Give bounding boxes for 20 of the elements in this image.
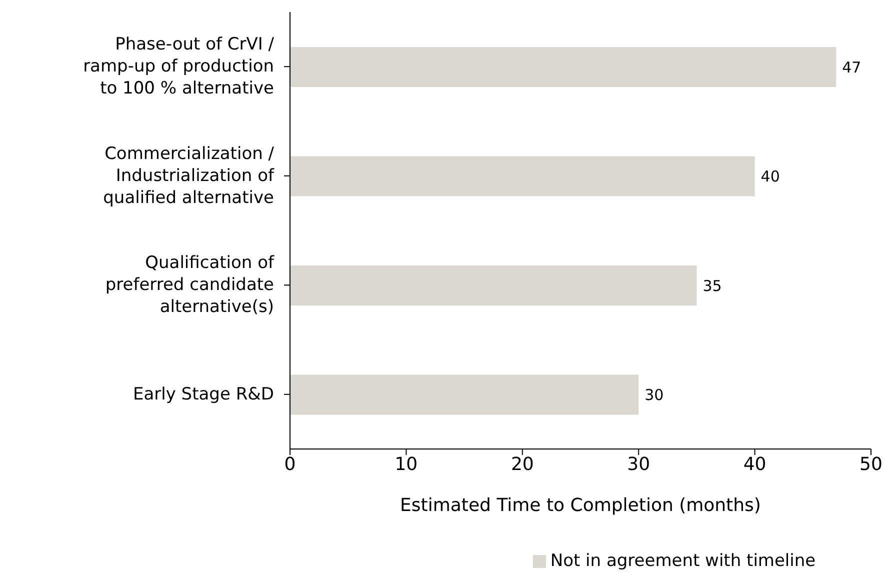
data-label: 30: [644, 386, 664, 404]
bar: [290, 266, 697, 306]
x-tick-label: 50: [860, 454, 882, 475]
bar: [290, 156, 755, 196]
x-tick-label: 20: [510, 454, 534, 475]
data-label: 47: [842, 58, 862, 76]
x-tick-label: 10: [394, 454, 418, 475]
data-label: 40: [760, 168, 780, 186]
data-label: 35: [702, 276, 722, 295]
y-tick-label: Early Stage R&D: [132, 384, 274, 404]
x-axis-title: Estimated Time to Completion (months): [400, 495, 761, 516]
y-tick-label: Commercialization / Industrialization of qualified alternative: [103, 144, 276, 208]
x-tick-label: 0: [284, 454, 296, 475]
x-tick-label: 30: [627, 454, 650, 475]
bar: [290, 374, 639, 415]
y-tick-label: Qualification of preferred candidate alternative(s): [105, 253, 275, 318]
bar: [290, 47, 836, 87]
x-tick-label: 40: [743, 454, 766, 475]
legend-label: Not in agreement with timeline: [550, 551, 816, 571]
y-tick-label: Phase-out of CrVI / ramp-up of production to 100 % alternative: [83, 34, 274, 99]
